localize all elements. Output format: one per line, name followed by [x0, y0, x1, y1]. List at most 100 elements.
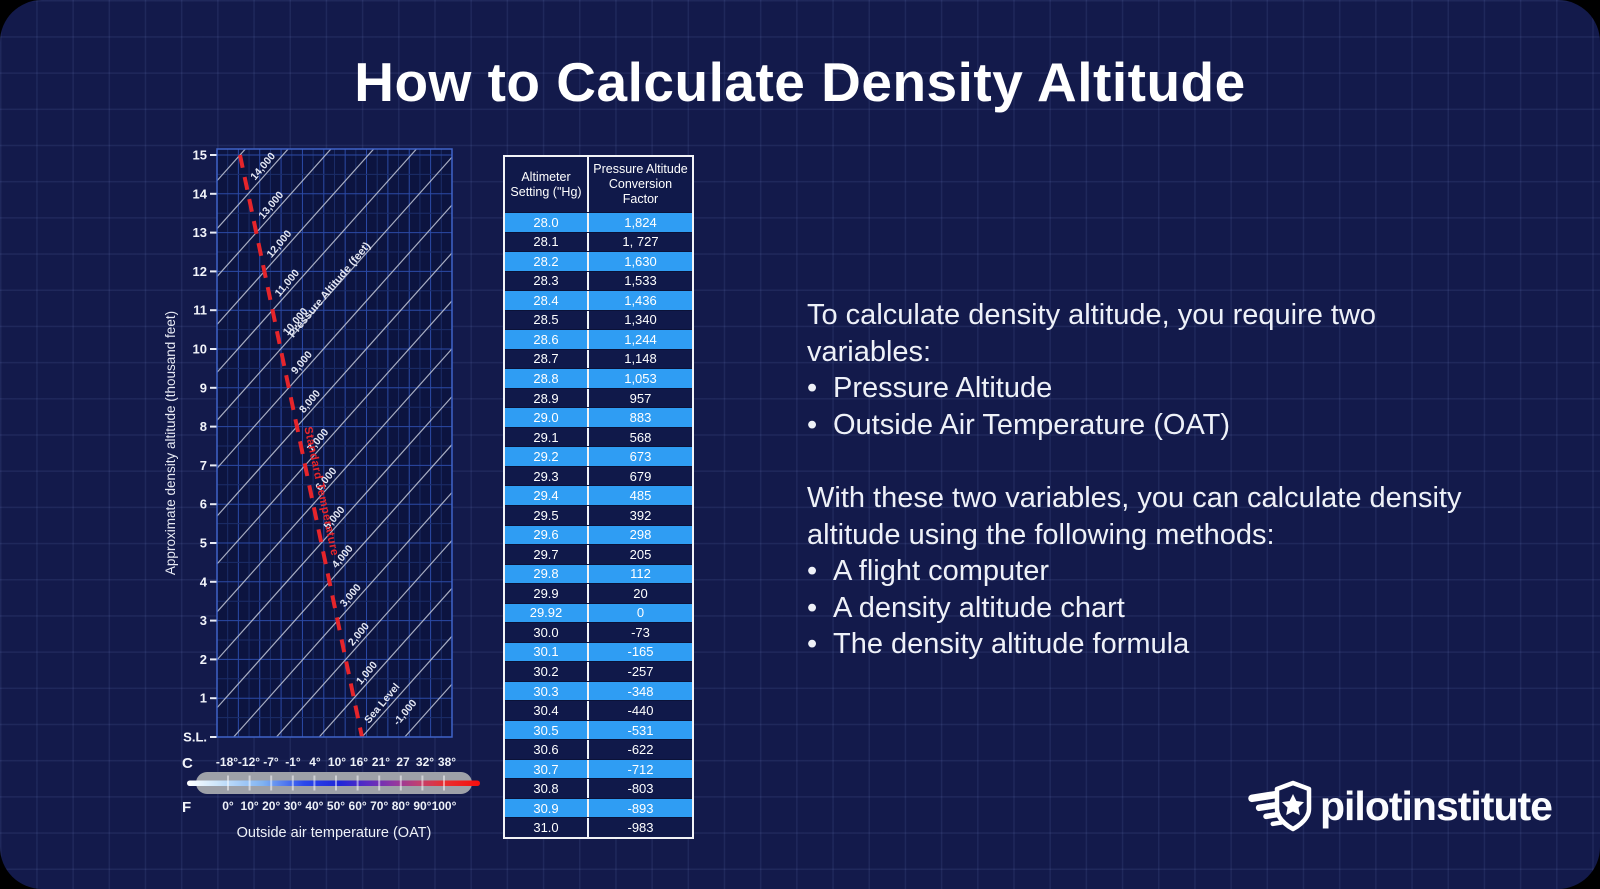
table-row: 30.1 -165 — [505, 641, 692, 662]
conversion-factor-cell: 112 — [630, 566, 651, 582]
svg-text:0°: 0° — [222, 799, 234, 813]
altimeter-setting-cell: 29.6 — [505, 525, 589, 545]
svg-text:13: 13 — [193, 225, 207, 240]
bullet-item: • Outside Air Temperature (OAT) — [807, 408, 1231, 441]
table-row: 28.5 1,340 — [505, 309, 692, 330]
bullet-list-2: • A flight computer • A density altitude ch… — [807, 553, 1472, 663]
altimeter-setting-cell: 28.4 — [505, 291, 589, 310]
conversion-factor-cell: -622 — [627, 742, 654, 758]
svg-text:21°: 21° — [372, 755, 390, 769]
altimeter-setting-cell: 28.6 — [505, 330, 589, 349]
table-row: 29.0 883 — [505, 407, 692, 427]
altimeter-setting-cell: 30.8 — [505, 779, 589, 798]
table-row: 29.1 568 — [505, 426, 692, 447]
table-row: 30.6 -622 — [505, 739, 692, 759]
svg-text:-7°: -7° — [263, 755, 279, 769]
y-axis: 15 14 13 12 11 10 9 8 7 6 5 4 3 2 1 S.L. — [183, 148, 217, 745]
svg-text:10: 10 — [193, 342, 207, 357]
conversion-factor-cell: 0 — [636, 605, 645, 621]
altimeter-setting-cell: 30.5 — [505, 720, 589, 740]
thermometer-bar — [187, 772, 480, 794]
pressure-altitude-conversion-table: Altimeter Setting ("Hg) Pressure Altitud… — [503, 155, 694, 839]
table-body: 28.0 1,824 28.1 1, 727 28.2 1,630 28.3 1,533 28.… — [505, 212, 692, 837]
conversion-factor-cell: -531 — [627, 722, 654, 738]
svg-text:50°: 50° — [327, 799, 345, 813]
table-row: 29.6 298 — [505, 524, 692, 545]
svg-text:38°: 38° — [438, 755, 456, 769]
conversion-factor-cell: 957 — [629, 390, 652, 406]
table-row: 28.8 1,053 — [505, 368, 692, 388]
svg-text:14: 14 — [193, 186, 208, 201]
altimeter-setting-cell: 30.4 — [505, 701, 589, 720]
table-row: 28.3 1,533 — [505, 270, 692, 291]
table-row: 30.3 -348 — [505, 680, 692, 701]
svg-text:10°: 10° — [241, 799, 259, 813]
bullet-item: • The density altitude formula — [807, 628, 1190, 660]
table-row: 28.7 1,148 — [505, 348, 692, 369]
altimeter-setting-cell: 30.9 — [505, 798, 589, 818]
density-altitude-chart-svg: 14,00013,00012,00011,00010,0009,0008,000… — [163, 148, 480, 841]
svg-text:2: 2 — [200, 652, 207, 667]
bullet-item: • A density altitude chart — [807, 591, 1125, 624]
table-row: 28.6 1,244 — [505, 329, 692, 349]
bullet-list-1: • Pressure Altitude • Outside Air Temperatu… — [807, 370, 1472, 443]
bullet-item: • Pressure Altitude — [807, 372, 1053, 404]
altimeter-setting-cell: 30.2 — [505, 662, 589, 681]
celsius-scale: C -18° -12° -7° -1° 4° 10° 16° 21° 27 32° 38° — [182, 755, 456, 772]
svg-text:8: 8 — [200, 419, 207, 434]
conversion-factor-cell: 1,340 — [624, 312, 657, 328]
table-row: 28.4 1,436 — [505, 290, 692, 310]
table-row: 29.3 679 — [505, 465, 692, 486]
altimeter-setting-cell: 29.2 — [505, 447, 589, 466]
altimeter-setting-cell: 29.5 — [505, 505, 589, 525]
conversion-factor-cell: 1,148 — [624, 351, 657, 367]
svg-text:15: 15 — [193, 148, 207, 163]
svg-text:4: 4 — [200, 574, 208, 589]
svg-text:100°: 100° — [432, 799, 457, 813]
table-row: 30.5 -531 — [505, 719, 692, 740]
table-row: 29.4 485 — [505, 485, 692, 505]
conversion-factor-cell: 1,824 — [624, 214, 657, 230]
conversion-factor-cell: 1,244 — [624, 331, 657, 347]
svg-text:5: 5 — [200, 536, 207, 551]
info-text-block: To calculate density altitude, you requi… — [807, 297, 1472, 663]
y-axis-title: Approximate density altitude (thousand f… — [163, 311, 178, 575]
svg-text:C: C — [182, 755, 193, 772]
table-row: 30.8 -803 — [505, 778, 692, 798]
svg-text:27: 27 — [396, 755, 410, 769]
altimeter-setting-cell: 28.7 — [505, 349, 589, 369]
table-row: 29.7 205 — [505, 544, 692, 564]
altimeter-setting-cell: 30.1 — [505, 642, 589, 662]
x-axis-title: Outside air temperature (OAT) — [237, 825, 432, 841]
table-row: 29.8 112 — [505, 563, 692, 584]
conversion-factor-cell: -348 — [627, 683, 654, 699]
svg-text:60°: 60° — [349, 799, 367, 813]
svg-text:12: 12 — [193, 264, 207, 279]
conversion-factor-cell: 1,533 — [624, 273, 657, 289]
altimeter-setting-cell: 28.3 — [505, 271, 589, 291]
table-row: 28.9 957 — [505, 387, 692, 408]
svg-text:4°: 4° — [309, 755, 321, 769]
info-paragraph-1: To calculate density altitude, you requi… — [807, 299, 1377, 368]
svg-text:90°: 90° — [413, 799, 431, 813]
svg-text:11: 11 — [193, 303, 207, 318]
altimeter-setting-cell: 30.7 — [505, 759, 589, 779]
svg-text:F: F — [182, 799, 191, 816]
svg-text:3: 3 — [200, 613, 207, 628]
table-row: 28.1 1, 727 — [505, 231, 692, 252]
table-row: 28.0 1,824 — [505, 212, 692, 232]
svg-text:-12°: -12° — [238, 755, 260, 769]
table-row: 29.9 20 — [505, 583, 692, 603]
altimeter-setting-cell: 29.4 — [505, 486, 589, 505]
svg-text:-1°: -1° — [285, 755, 301, 769]
bullet-item: • A flight computer — [807, 555, 1049, 587]
altimeter-setting-cell: 29.7 — [505, 545, 589, 564]
altimeter-setting-cell: 28.2 — [505, 252, 589, 271]
conversion-factor-cell: 20 — [633, 585, 648, 601]
table-row: 28.2 1,630 — [505, 251, 692, 271]
altimeter-setting-cell: 31.0 — [505, 818, 589, 837]
density-altitude-chart: 14,000 13,000 12,000 11,000 10,000 9,000 8,000… — [160, 140, 500, 852]
altimeter-setting-cell: 29.1 — [505, 427, 589, 447]
table-row: 31.0 -983 — [505, 817, 692, 837]
conversion-factor-cell: 392 — [629, 507, 652, 523]
